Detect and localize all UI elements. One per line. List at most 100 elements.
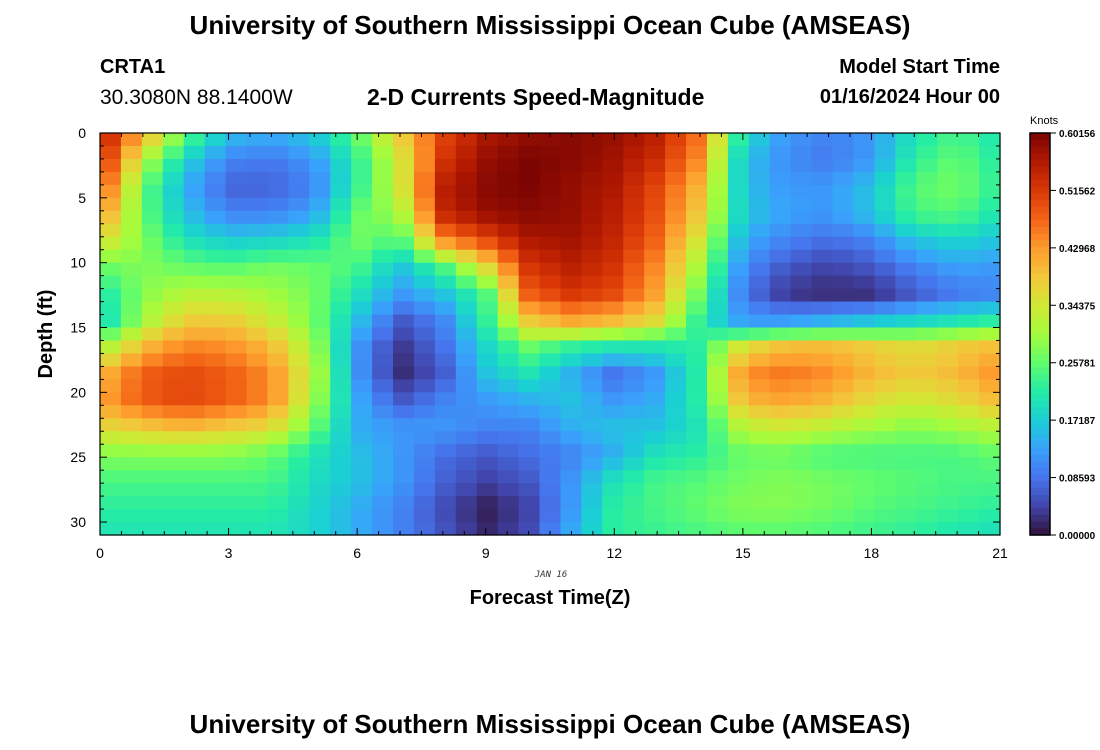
heatmap-cell bbox=[372, 184, 394, 199]
x-tick-label: 21 bbox=[992, 545, 1008, 561]
heatmap-cell bbox=[727, 301, 750, 316]
heatmap-cell bbox=[100, 133, 122, 147]
heatmap-cell bbox=[602, 236, 624, 251]
heatmap-cell bbox=[434, 418, 457, 432]
heatmap-cell bbox=[141, 353, 164, 368]
heatmap-cell bbox=[916, 444, 938, 458]
model-start-label: Model Start Time bbox=[839, 56, 1000, 78]
colorbar-segment bbox=[1030, 193, 1050, 201]
heatmap-cell bbox=[497, 340, 520, 355]
heatmap-cell bbox=[958, 197, 980, 212]
heatmap-cell bbox=[120, 314, 143, 329]
heatmap-cell bbox=[455, 145, 478, 160]
heatmap-cell bbox=[602, 210, 624, 225]
heatmap-cell bbox=[706, 509, 729, 523]
heatmap-cell bbox=[204, 301, 227, 316]
heatmap-cell bbox=[141, 392, 164, 406]
heatmap-cell bbox=[979, 262, 1001, 277]
heatmap-cell bbox=[979, 197, 1001, 212]
heatmap-cell bbox=[769, 366, 792, 380]
heatmap-cell bbox=[769, 249, 792, 264]
heatmap-cell bbox=[267, 301, 289, 316]
x-date-label: JAN 16 bbox=[534, 570, 568, 580]
heatmap-cell bbox=[769, 444, 792, 458]
heatmap-cell bbox=[518, 236, 541, 251]
heatmap-cell bbox=[497, 210, 520, 225]
heatmap-cell bbox=[979, 379, 1001, 393]
heatmap-cell bbox=[413, 314, 436, 329]
heatmap-cell bbox=[100, 418, 122, 432]
heatmap-cell bbox=[581, 288, 603, 303]
heatmap-cell bbox=[393, 184, 415, 199]
heatmap-cell bbox=[434, 457, 457, 471]
heatmap-cell bbox=[330, 275, 352, 290]
heatmap-cell bbox=[309, 483, 331, 497]
heatmap-cell bbox=[895, 340, 917, 355]
heatmap-cell bbox=[518, 353, 541, 368]
heatmap-cell bbox=[476, 340, 499, 355]
heatmap-cell bbox=[476, 275, 499, 290]
heatmap-cell bbox=[183, 522, 206, 536]
heatmap-cell bbox=[895, 262, 917, 277]
heatmap-cell bbox=[288, 184, 310, 199]
heatmap-cell bbox=[476, 418, 499, 432]
heatmap-cell bbox=[330, 418, 352, 432]
heatmap-cell bbox=[832, 353, 855, 368]
colorbar-segment bbox=[1030, 521, 1050, 529]
heatmap-cell bbox=[120, 275, 143, 290]
heatmap-cell bbox=[288, 340, 310, 355]
heatmap-cell bbox=[309, 171, 331, 186]
heatmap-cell bbox=[351, 457, 373, 471]
heatmap-cell bbox=[497, 236, 520, 251]
heatmap-cell bbox=[497, 444, 520, 458]
heatmap-cell bbox=[560, 275, 582, 290]
heatmap-cell bbox=[706, 158, 729, 173]
heatmap-cell bbox=[434, 184, 457, 199]
heatmap-cell bbox=[162, 431, 185, 445]
heatmap-cell bbox=[455, 327, 478, 342]
heatmap-cell bbox=[518, 158, 541, 173]
heatmap-cell bbox=[455, 301, 478, 316]
heatmap-cell bbox=[560, 444, 582, 458]
heatmap-cell bbox=[497, 418, 520, 432]
heatmap-cell bbox=[560, 366, 582, 380]
heatmap-cell bbox=[351, 314, 373, 329]
heatmap-cell bbox=[895, 457, 917, 471]
heatmap-cell bbox=[434, 405, 457, 419]
heatmap-cell bbox=[623, 288, 645, 303]
heatmap-cell bbox=[769, 353, 792, 368]
heatmap-cell bbox=[539, 133, 562, 147]
heatmap-cell bbox=[393, 509, 415, 523]
heatmap-cell bbox=[769, 197, 792, 212]
heatmap-cell bbox=[497, 431, 520, 445]
heatmap-cell bbox=[434, 522, 457, 536]
heatmap-cell bbox=[518, 431, 541, 445]
heatmap-cell bbox=[497, 249, 520, 264]
heatmap-cell bbox=[393, 197, 415, 212]
heatmap-cell bbox=[393, 496, 415, 510]
heatmap-cell bbox=[623, 522, 645, 536]
heatmap-cell bbox=[476, 392, 499, 406]
heatmap-cell bbox=[853, 184, 876, 199]
heatmap-cell bbox=[518, 392, 541, 406]
heatmap-cell bbox=[644, 184, 666, 199]
heatmap-cell bbox=[267, 509, 289, 523]
heatmap-cell bbox=[937, 223, 959, 238]
heatmap-cell bbox=[330, 340, 352, 355]
heatmap-cell bbox=[937, 509, 959, 523]
heatmap-cell bbox=[853, 509, 876, 523]
heatmap-cell bbox=[874, 288, 896, 303]
heatmap-cell bbox=[518, 327, 541, 342]
heatmap-cell bbox=[162, 496, 185, 510]
heatmap-cell bbox=[811, 275, 834, 290]
heatmap-cell bbox=[644, 379, 666, 393]
heatmap-cell bbox=[727, 275, 750, 290]
y-tick-label: 30 bbox=[70, 514, 86, 530]
heatmap-cell bbox=[330, 262, 352, 277]
heatmap-cell bbox=[100, 457, 122, 471]
heatmap-cell bbox=[413, 509, 436, 523]
heatmap-cell bbox=[623, 223, 645, 238]
heatmap-cell bbox=[393, 210, 415, 225]
heatmap-cell bbox=[769, 133, 792, 147]
colorbar-tick-label: 0.34375 bbox=[1059, 301, 1096, 312]
